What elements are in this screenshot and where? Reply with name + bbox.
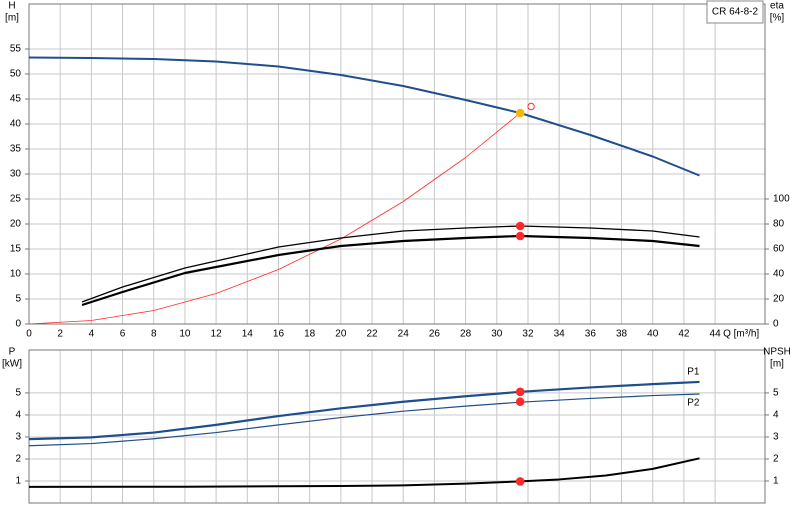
x-tick-label: 26: [429, 329, 441, 340]
y-tick-label: 10: [10, 269, 22, 280]
x-tick-label: 40: [647, 329, 659, 340]
y-tick-label: 5: [15, 388, 21, 399]
y2-tick-label: 60: [773, 244, 785, 255]
x-tick-label: 36: [585, 329, 597, 340]
x-tick-label: 14: [242, 329, 254, 340]
y2-tick-label: 3: [773, 432, 779, 443]
x-tick-label: 38: [616, 329, 628, 340]
y-tick-label: 3: [15, 432, 21, 443]
y2-tick-label: 2: [773, 454, 779, 465]
point-marker: [515, 397, 525, 407]
y-tick-label: 5: [15, 294, 21, 305]
point-marker: [515, 231, 525, 241]
y-tick-label: 40: [10, 119, 22, 130]
y-tick-label: 25: [10, 194, 22, 205]
x-tick-label: 28: [460, 329, 472, 340]
y-tick-label: 20: [10, 219, 22, 230]
y2-tick-label: 20: [773, 294, 785, 305]
curve: [28, 457, 700, 488]
x-tick-label: 18: [304, 329, 316, 340]
y-axis-label: [m]: [5, 13, 19, 24]
y-tick-label: 0: [15, 319, 21, 330]
point-marker: [515, 108, 525, 118]
x-tick-label: 8: [151, 329, 157, 340]
x-tick-label: 22: [366, 329, 378, 340]
y-tick-label: 4: [15, 410, 21, 421]
x-tick-label: 0: [26, 329, 32, 340]
y-tick-label: 1: [15, 476, 21, 487]
point-marker: [515, 221, 525, 231]
y2-axis-label: eta: [770, 1, 784, 12]
y2-axis-label: [%]: [770, 13, 785, 24]
y2-tick-label: 40: [773, 269, 785, 280]
label-box: [706, 0, 764, 24]
y-tick-label: 45: [10, 94, 22, 105]
x-tick-label: 4: [89, 329, 95, 340]
curve: [28, 380, 700, 441]
plot-frame: [28, 349, 766, 504]
x-tick-label: 32: [522, 329, 534, 340]
label-box-text: CR 64-8-2: [712, 7, 759, 18]
point-marker: [515, 387, 525, 397]
x-tick-label: 42: [678, 329, 690, 340]
ring-marker: [527, 102, 535, 111]
y2-tick-label: 4: [773, 410, 779, 421]
y-tick-label: 30: [10, 169, 22, 180]
y-tick-label: 35: [10, 144, 22, 155]
plot-frame: [28, 3, 766, 325]
y2-tick-label: 100: [773, 194, 790, 205]
y-tick-label: 2: [15, 454, 21, 465]
x-tick-label: 20: [335, 329, 347, 340]
y2-tick-label: 0: [773, 319, 779, 330]
series-label: P1: [687, 367, 700, 378]
x-tick-label: 6: [120, 329, 126, 340]
y-tick-label: 50: [10, 69, 22, 80]
x-tick-label: 34: [554, 329, 566, 340]
x-tick-label: 44: [710, 329, 722, 340]
x-tick-label: 30: [491, 329, 503, 340]
series-label: P2: [687, 398, 700, 409]
curve: [81, 225, 700, 303]
x-tick-label: 12: [211, 329, 223, 340]
y2-axis-label: NPSH: [763, 347, 791, 358]
y-axis-label: H: [8, 1, 15, 12]
y2-tick-label: 1: [773, 476, 779, 487]
y-axis-label: P: [9, 347, 16, 358]
y-tick-label: 15: [10, 244, 22, 255]
x-tick-label: 16: [273, 329, 285, 340]
x-tick-label: 10: [179, 329, 191, 340]
x-tick-label: 2: [57, 329, 63, 340]
curve: [28, 112, 521, 325]
x-tick-label: 24: [398, 329, 410, 340]
point-marker: [515, 477, 525, 486]
y2-axis-label: [m]: [770, 359, 784, 370]
y2-tick-label: 80: [773, 219, 785, 230]
curve: [28, 56, 700, 177]
y-tick-label: 55: [10, 44, 22, 55]
curve: [81, 234, 700, 307]
x-axis-label: Q [m³/h]: [723, 329, 759, 340]
curve: [28, 393, 700, 447]
y-axis-label: [kW]: [2, 359, 22, 370]
y2-tick-label: 5: [773, 388, 779, 399]
